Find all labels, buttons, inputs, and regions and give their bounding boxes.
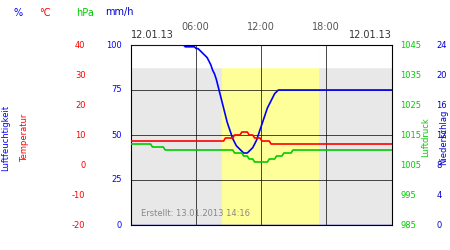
Text: -10: -10 (72, 190, 86, 200)
Text: 0: 0 (116, 220, 122, 230)
Text: 0: 0 (80, 160, 86, 170)
Text: 16: 16 (436, 100, 447, 110)
Text: °C: °C (39, 8, 51, 18)
Text: 12:00: 12:00 (247, 22, 275, 32)
Text: 18:00: 18:00 (312, 22, 340, 32)
Text: 50: 50 (111, 130, 122, 140)
Text: 40: 40 (75, 40, 86, 50)
Text: 20: 20 (436, 70, 447, 80)
Text: 995: 995 (400, 190, 416, 200)
Text: %: % (14, 8, 22, 18)
Text: 24: 24 (436, 40, 447, 50)
Text: Temperatur: Temperatur (20, 113, 29, 162)
Text: Niederschlag: Niederschlag (439, 110, 448, 165)
Text: Luftdruck: Luftdruck (421, 118, 430, 158)
Text: 1025: 1025 (400, 100, 422, 110)
Text: 4: 4 (436, 190, 442, 200)
Text: hPa: hPa (76, 8, 94, 18)
Bar (130, 45, 392, 66)
Text: 20: 20 (75, 100, 86, 110)
Text: 25: 25 (111, 176, 122, 184)
Text: 8: 8 (436, 160, 442, 170)
Text: 1005: 1005 (400, 160, 422, 170)
Text: 75: 75 (111, 86, 122, 94)
Text: 0: 0 (436, 220, 442, 230)
Text: 1045: 1045 (400, 40, 422, 50)
Text: Luftfeuchtigkeit: Luftfeuchtigkeit (1, 104, 10, 170)
Text: 10: 10 (75, 130, 86, 140)
Text: 1035: 1035 (400, 70, 422, 80)
Text: 12.01.13: 12.01.13 (349, 30, 392, 40)
Text: 30: 30 (75, 70, 86, 80)
Text: 12.01.13: 12.01.13 (130, 30, 173, 40)
Text: -20: -20 (72, 220, 86, 230)
Text: 06:00: 06:00 (182, 22, 210, 32)
Text: 12: 12 (436, 130, 447, 140)
Text: Erstellt: 13.01.2013 14:16: Erstellt: 13.01.2013 14:16 (141, 208, 250, 218)
Text: mm/h: mm/h (105, 8, 134, 18)
Bar (222, 45, 319, 225)
Text: 100: 100 (106, 40, 122, 50)
Text: 1015: 1015 (400, 130, 422, 140)
Text: 985: 985 (400, 220, 416, 230)
